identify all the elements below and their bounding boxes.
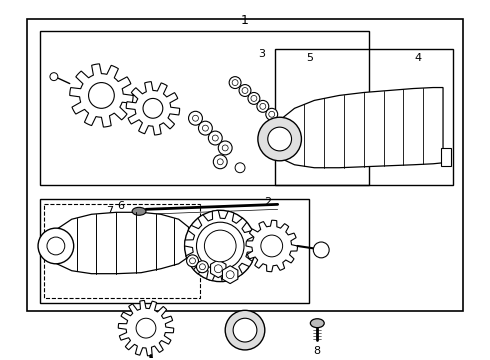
Polygon shape	[70, 64, 133, 127]
Circle shape	[38, 228, 74, 264]
Circle shape	[143, 98, 163, 118]
Circle shape	[193, 115, 198, 121]
Circle shape	[196, 261, 208, 273]
Circle shape	[187, 255, 198, 267]
Polygon shape	[57, 212, 189, 274]
Text: 4: 4	[415, 53, 422, 63]
Circle shape	[196, 222, 244, 270]
Polygon shape	[126, 82, 180, 135]
Polygon shape	[280, 87, 443, 168]
Circle shape	[185, 210, 256, 282]
Circle shape	[235, 163, 245, 173]
Circle shape	[89, 82, 114, 108]
Circle shape	[258, 117, 301, 161]
Circle shape	[198, 121, 212, 135]
Bar	[441, 148, 451, 166]
Text: 1: 1	[241, 14, 249, 27]
Circle shape	[217, 159, 223, 165]
Circle shape	[266, 108, 278, 120]
Polygon shape	[118, 301, 174, 356]
Circle shape	[313, 242, 329, 258]
Circle shape	[212, 135, 218, 141]
Circle shape	[225, 310, 265, 350]
Circle shape	[261, 235, 283, 257]
Circle shape	[248, 93, 260, 104]
Circle shape	[229, 77, 241, 89]
Circle shape	[257, 100, 269, 112]
Ellipse shape	[132, 207, 146, 215]
Circle shape	[268, 127, 292, 151]
Circle shape	[202, 125, 208, 131]
Bar	[27, 19, 463, 311]
Circle shape	[222, 145, 228, 151]
Text: 8: 8	[314, 346, 321, 356]
Circle shape	[190, 258, 196, 264]
Text: 6: 6	[118, 201, 125, 211]
Circle shape	[47, 237, 65, 255]
Circle shape	[232, 80, 238, 86]
Circle shape	[50, 73, 58, 81]
Polygon shape	[246, 220, 297, 272]
Polygon shape	[211, 260, 226, 278]
Text: 2: 2	[264, 197, 271, 207]
Circle shape	[213, 155, 227, 169]
Circle shape	[208, 131, 222, 145]
Text: 3: 3	[258, 49, 265, 59]
Polygon shape	[185, 210, 256, 282]
Circle shape	[226, 271, 234, 279]
Circle shape	[269, 111, 275, 117]
Circle shape	[242, 87, 248, 94]
Ellipse shape	[310, 319, 324, 328]
Circle shape	[218, 141, 232, 155]
Circle shape	[239, 85, 251, 96]
Text: 7: 7	[106, 206, 113, 216]
Circle shape	[199, 264, 205, 270]
Circle shape	[214, 265, 222, 273]
Circle shape	[233, 318, 257, 342]
Circle shape	[251, 95, 257, 102]
Circle shape	[260, 103, 266, 109]
Text: 5: 5	[306, 53, 313, 63]
Circle shape	[204, 230, 236, 262]
Circle shape	[189, 111, 202, 125]
Circle shape	[136, 318, 156, 338]
Polygon shape	[222, 266, 238, 284]
